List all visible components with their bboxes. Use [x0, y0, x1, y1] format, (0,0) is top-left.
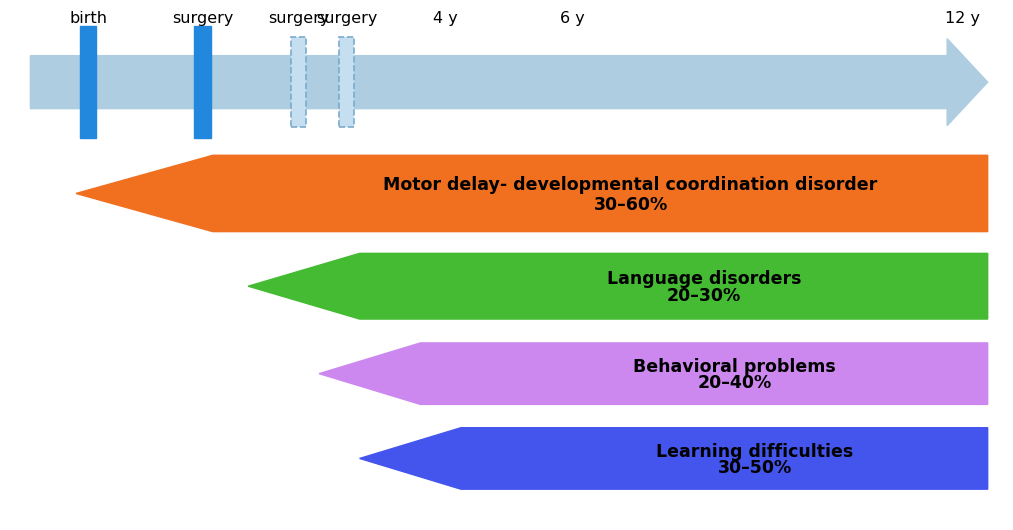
- Polygon shape: [360, 428, 988, 489]
- Text: 20–30%: 20–30%: [667, 287, 742, 305]
- Text: 20–40%: 20–40%: [697, 374, 772, 392]
- Polygon shape: [248, 253, 988, 319]
- Polygon shape: [30, 39, 988, 126]
- Polygon shape: [194, 26, 211, 138]
- Text: Behavioral problems: Behavioral problems: [633, 358, 836, 376]
- Text: Learning difficulties: Learning difficulties: [656, 443, 853, 461]
- Text: 30–50%: 30–50%: [717, 458, 792, 476]
- Polygon shape: [76, 155, 988, 232]
- Text: 30–60%: 30–60%: [594, 196, 668, 214]
- Polygon shape: [80, 26, 96, 138]
- Text: surgery: surgery: [172, 11, 233, 26]
- Text: 12 y: 12 y: [945, 11, 980, 26]
- Text: 4 y: 4 y: [434, 11, 458, 26]
- Text: Motor delay- developmental coordination disorder: Motor delay- developmental coordination …: [384, 176, 877, 194]
- Text: surgery: surgery: [268, 11, 329, 26]
- Text: Language disorders: Language disorders: [607, 270, 801, 288]
- Text: 6 y: 6 y: [560, 11, 585, 26]
- Polygon shape: [338, 37, 355, 127]
- Polygon shape: [319, 343, 988, 404]
- Text: birth: birth: [69, 11, 107, 26]
- Text: surgery: surgery: [316, 11, 377, 26]
- Polygon shape: [292, 37, 306, 127]
